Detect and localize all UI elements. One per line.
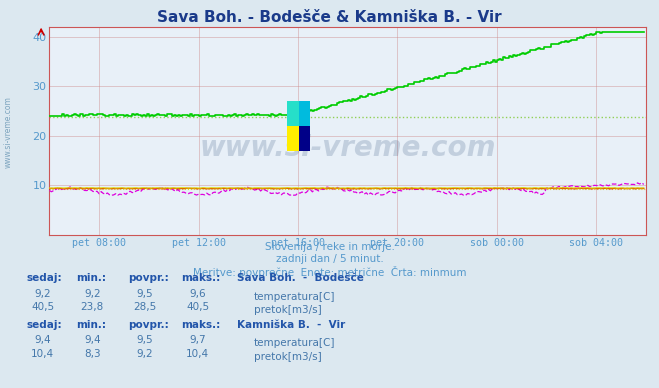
Text: 23,8: 23,8 bbox=[80, 302, 104, 312]
Text: 9,4: 9,4 bbox=[84, 335, 101, 345]
Text: sedaj:: sedaj: bbox=[26, 320, 62, 330]
Text: Sava Boh. - Bodešče & Kamniška B. - Vir: Sava Boh. - Bodešče & Kamniška B. - Vir bbox=[158, 10, 501, 25]
Text: www.si-vreme.com: www.si-vreme.com bbox=[3, 96, 13, 168]
Bar bbox=[287, 101, 310, 126]
Text: Kamniška B.  -  Vir: Kamniška B. - Vir bbox=[237, 320, 345, 330]
Text: Sava Boh.  -  Bodešče: Sava Boh. - Bodešče bbox=[237, 273, 364, 283]
Text: 9,6: 9,6 bbox=[189, 289, 206, 299]
Text: 10,4: 10,4 bbox=[186, 349, 210, 359]
Text: 40,5: 40,5 bbox=[31, 302, 55, 312]
Text: sedaj:: sedaj: bbox=[26, 273, 62, 283]
Text: pretok[m3/s]: pretok[m3/s] bbox=[254, 305, 322, 315]
Text: 9,2: 9,2 bbox=[34, 289, 51, 299]
Text: min.:: min.: bbox=[76, 320, 106, 330]
Text: 9,2: 9,2 bbox=[136, 349, 154, 359]
Text: www.si-vreme.com: www.si-vreme.com bbox=[200, 133, 496, 161]
Text: 28,5: 28,5 bbox=[133, 302, 157, 312]
Text: 10,4: 10,4 bbox=[31, 349, 55, 359]
Text: 9,2: 9,2 bbox=[84, 289, 101, 299]
Text: 8,3: 8,3 bbox=[84, 349, 101, 359]
Text: 9,4: 9,4 bbox=[34, 335, 51, 345]
Text: 9,7: 9,7 bbox=[189, 335, 206, 345]
Bar bbox=[299, 101, 310, 151]
Text: Slovenija / reke in morje.: Slovenija / reke in morje. bbox=[264, 242, 395, 253]
Text: 9,5: 9,5 bbox=[136, 289, 154, 299]
Text: min.:: min.: bbox=[76, 273, 106, 283]
Text: povpr.:: povpr.: bbox=[129, 273, 169, 283]
Text: povpr.:: povpr.: bbox=[129, 320, 169, 330]
Text: pretok[m3/s]: pretok[m3/s] bbox=[254, 352, 322, 362]
Text: 40,5: 40,5 bbox=[186, 302, 210, 312]
Bar bbox=[287, 101, 299, 151]
Text: 9,5: 9,5 bbox=[136, 335, 154, 345]
Text: maks.:: maks.: bbox=[181, 320, 221, 330]
Text: Meritve: povprečne  Enote: metrične  Črta: minmum: Meritve: povprečne Enote: metrične Črta:… bbox=[192, 266, 467, 278]
Text: temperatura[C]: temperatura[C] bbox=[254, 292, 335, 302]
Text: maks.:: maks.: bbox=[181, 273, 221, 283]
Text: zadnji dan / 5 minut.: zadnji dan / 5 minut. bbox=[275, 254, 384, 264]
Text: temperatura[C]: temperatura[C] bbox=[254, 338, 335, 348]
